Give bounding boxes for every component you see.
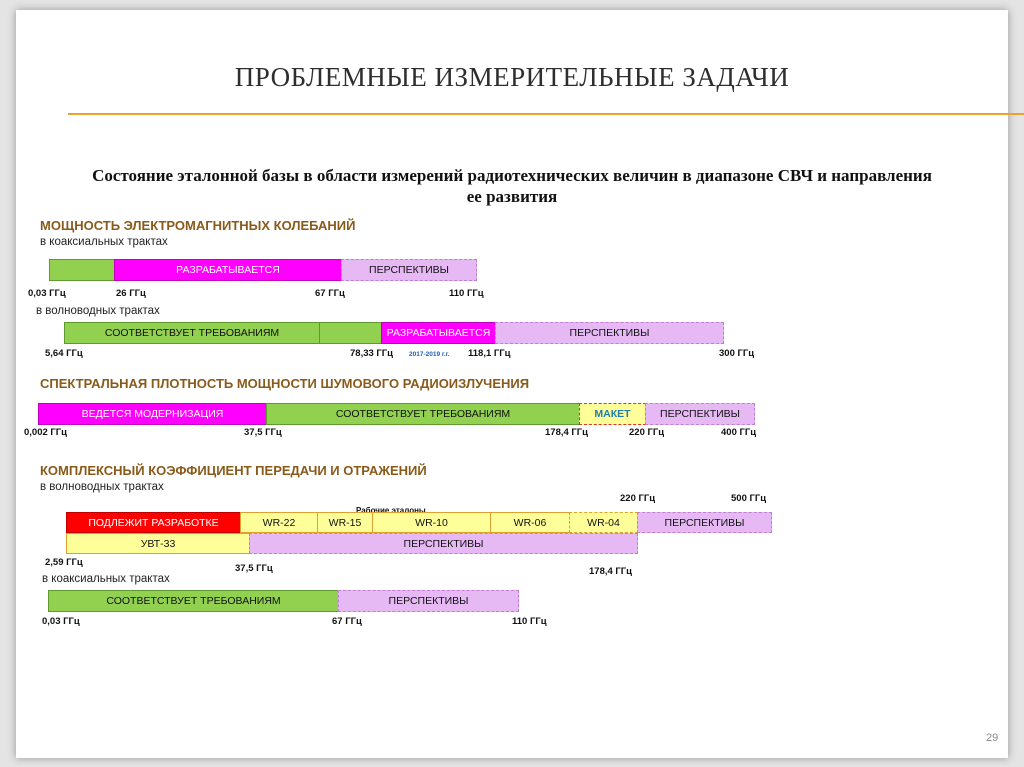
bar-noise-maket: МАКЕТ xyxy=(579,403,646,425)
tick-power-coax-4: 110 ГГц xyxy=(449,288,484,299)
tick-power-wg-3: 118,1 ГГц xyxy=(468,348,511,359)
bar-complex-to-develop: ПОДЛЕЖИТ РАЗРАБОТКЕ xyxy=(66,512,241,533)
bar-complex-wr04: WR-04 xyxy=(569,512,638,533)
tick-complex-wg-1: 2,59 ГГц xyxy=(45,557,83,568)
bar-complex-wg-prospects: ПЕРСПЕКТИВЫ xyxy=(637,512,772,533)
bar-complex-wr10: WR-10 xyxy=(372,512,491,533)
tick-power-coax-1: 0,03 ГГц xyxy=(28,288,66,299)
tick-noise-5: 400 ГГц xyxy=(721,427,757,438)
section-heading-power: МОЩНОСТЬ ЭЛЕКТРОМАГНИТНЫХ КОЛЕБАНИЙ xyxy=(40,218,356,233)
tick-complex-wg-220: 220 ГГц xyxy=(620,493,656,504)
bar-complex-uvt33: УВТ-33 xyxy=(66,533,250,554)
waveguide-label-complex: в волноводных трактах xyxy=(40,481,164,493)
slide-subtitle: Состояние эталонной базы в области измер… xyxy=(30,165,994,207)
bar-power-wg-prospects: ПЕРСПЕКТИВЫ xyxy=(495,322,724,344)
bar-power-wg-compliant: СООТВЕТСТВУЕТ ТРЕБОВАНИЯМ xyxy=(64,322,320,344)
subtitle-line-2: ее развития xyxy=(466,187,558,206)
tick-complex-coax-3: 110 ГГц xyxy=(512,616,547,627)
note-working-standards: Рабочие эталоны xyxy=(356,506,426,515)
coax-label-complex: в коаксиальных трактах xyxy=(42,573,170,585)
tick-power-wg-2: 78,33 ГГц xyxy=(350,348,394,359)
tick-noise-2: 37,5 ГГц xyxy=(244,427,282,438)
bar-complex-coax-prospects: ПЕРСПЕКТИВЫ xyxy=(338,590,519,612)
tick-complex-wg-3: 178,4 ГГц xyxy=(589,566,633,577)
page-title: ПРОБЛЕМНЫЕ ИЗМЕРИТЕЛЬНЫЕ ЗАДАЧИ xyxy=(234,62,790,92)
bar-power-wg-developing: РАЗРАБАТЫВАЕТСЯ xyxy=(381,322,496,344)
bar-complex-wr06: WR-06 xyxy=(490,512,570,533)
bar-complex-wr15: WR-15 xyxy=(317,512,373,533)
tick-complex-wg-500: 500 ГГц xyxy=(731,493,767,504)
page-number: 29 xyxy=(986,732,999,744)
tick-complex-coax-1: 0,03 ГГц xyxy=(42,616,80,627)
waveguide-label-power: в волноводных трактах xyxy=(36,305,160,317)
bar-power-wg-green xyxy=(319,322,382,344)
tick-complex-coax-2: 67 ГГц xyxy=(332,616,362,627)
bar-noise-modernization: ВЕДЕТСЯ МОДЕРНИЗАЦИЯ xyxy=(38,403,267,425)
tick-noise-1: 0,002 ГГц xyxy=(24,427,68,438)
subtitle-line-1: Состояние эталонной базы в области измер… xyxy=(92,166,932,185)
tick-power-wg-1: 5,64 ГГц xyxy=(45,348,83,359)
tick-power-wg-years: 2017-2019 г.г. xyxy=(409,351,450,358)
section-heading-complex: КОМПЛЕКСНЫЙ КОЭФФИЦИЕНТ ПЕРЕДАЧИ И ОТРАЖ… xyxy=(40,463,427,478)
bar-power-coax-prospects: ПЕРСПЕКТИВЫ xyxy=(341,259,477,281)
bar-noise-compliant: СООТВЕТСТВУЕТ ТРЕБОВАНИЯМ xyxy=(266,403,580,425)
tick-power-coax-3: 67 ГГц xyxy=(315,288,345,299)
tick-noise-3: 178,4 ГГц xyxy=(545,427,589,438)
bar-power-coax-green xyxy=(49,259,115,281)
bar-complex-wr22: WR-22 xyxy=(240,512,318,533)
tick-power-wg-4: 300 ГГц xyxy=(719,348,755,359)
tick-complex-wg-2: 37,5 ГГц xyxy=(235,563,273,574)
tick-power-coax-2: 26 ГГц xyxy=(116,288,146,299)
tick-noise-4: 220 ГГц xyxy=(629,427,665,438)
bar-power-coax-developing: РАЗРАБАТЫВАЕТСЯ xyxy=(114,259,342,281)
bar-noise-prospects: ПЕРСПЕКТИВЫ xyxy=(645,403,755,425)
section-heading-noise: СПЕКТРАЛЬНАЯ ПЛОТНОСТЬ МОЩНОСТИ ШУМОВОГО… xyxy=(40,376,530,391)
bar-complex-coax-compliant: СООТВЕТСТВУЕТ ТРЕБОВАНИЯМ xyxy=(48,590,339,612)
title-rule xyxy=(68,113,1024,115)
slide-frame xyxy=(16,10,1008,758)
bar-complex-wg-prospects-2: ПЕРСПЕКТИВЫ xyxy=(249,533,638,554)
coax-label-power: в коаксиальных трактах xyxy=(40,236,168,248)
